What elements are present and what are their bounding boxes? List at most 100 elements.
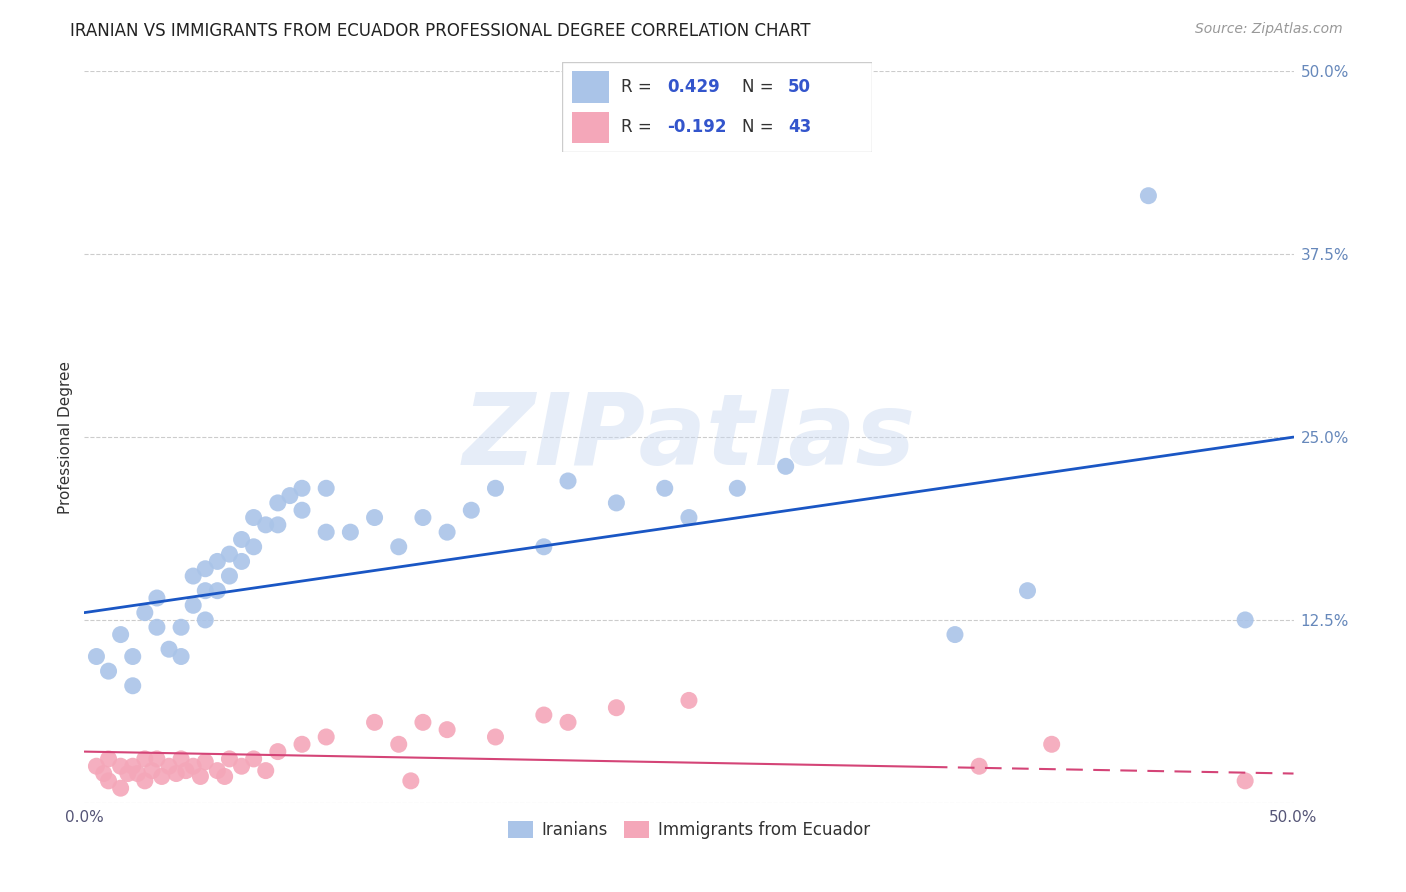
Point — [436, 525, 458, 540]
Point — [725, 481, 748, 495]
Point — [242, 510, 264, 524]
Point — [97, 752, 120, 766]
Point — [110, 627, 132, 641]
Point — [678, 510, 700, 524]
Bar — [572, 71, 609, 103]
Point — [231, 759, 253, 773]
Point — [267, 496, 290, 510]
Point — [121, 759, 143, 773]
Point — [181, 569, 204, 583]
Point — [775, 459, 797, 474]
Point — [141, 764, 163, 778]
Text: IRANIAN VS IMMIGRANTS FROM ECUADOR PROFESSIONAL DEGREE CORRELATION CHART: IRANIAN VS IMMIGRANTS FROM ECUADOR PROFE… — [70, 22, 811, 40]
Point — [436, 723, 458, 737]
Point — [170, 649, 193, 664]
Point — [1040, 737, 1063, 751]
Point — [533, 540, 555, 554]
Point — [194, 583, 217, 598]
Point — [165, 766, 187, 780]
Point — [943, 627, 966, 641]
Point — [110, 759, 132, 773]
Point — [231, 554, 253, 568]
Point — [967, 759, 990, 773]
Text: 43: 43 — [789, 118, 811, 136]
Point — [86, 649, 108, 664]
Text: Source: ZipAtlas.com: Source: ZipAtlas.com — [1195, 22, 1343, 37]
Point — [267, 745, 290, 759]
Point — [533, 708, 555, 723]
Point — [291, 503, 314, 517]
Point — [557, 715, 579, 730]
Point — [207, 583, 229, 598]
Point — [218, 547, 240, 561]
Point — [484, 481, 506, 495]
Point — [1137, 188, 1160, 202]
Point — [146, 591, 169, 605]
Text: -0.192: -0.192 — [668, 118, 727, 136]
Point — [267, 517, 290, 532]
Point — [190, 769, 212, 783]
Point — [460, 503, 482, 517]
Point — [127, 766, 149, 780]
Point — [231, 533, 253, 547]
Point — [399, 773, 422, 788]
Point — [121, 679, 143, 693]
Point — [654, 481, 676, 495]
Bar — [572, 112, 609, 143]
Point — [121, 649, 143, 664]
Point — [242, 752, 264, 766]
Point — [214, 769, 236, 783]
Point — [93, 766, 115, 780]
Point — [388, 737, 411, 751]
Point — [218, 752, 240, 766]
Point — [117, 766, 139, 780]
Point — [150, 769, 173, 783]
Point — [86, 759, 108, 773]
Point — [254, 517, 277, 532]
Point — [315, 481, 337, 495]
Point — [110, 781, 132, 796]
Legend: Iranians, Immigrants from Ecuador: Iranians, Immigrants from Ecuador — [502, 814, 876, 846]
Point — [484, 730, 506, 744]
Point — [194, 613, 217, 627]
Point — [146, 620, 169, 634]
Point — [678, 693, 700, 707]
Point — [1017, 583, 1039, 598]
Point — [278, 489, 301, 503]
Point — [207, 554, 229, 568]
Point — [181, 599, 204, 613]
Text: N =: N = — [742, 118, 779, 136]
Point — [315, 525, 337, 540]
Point — [254, 764, 277, 778]
Point — [412, 510, 434, 524]
Point — [605, 700, 627, 714]
Y-axis label: Professional Degree: Professional Degree — [58, 360, 73, 514]
Point — [412, 715, 434, 730]
Point — [97, 773, 120, 788]
Point — [170, 752, 193, 766]
Point — [134, 606, 156, 620]
Text: R =: R = — [621, 78, 657, 95]
Text: N =: N = — [742, 78, 779, 95]
Point — [194, 755, 217, 769]
Point — [363, 715, 385, 730]
Point — [97, 664, 120, 678]
Point — [146, 752, 169, 766]
Point — [194, 562, 217, 576]
Point — [218, 569, 240, 583]
Point — [170, 620, 193, 634]
Point — [1234, 613, 1257, 627]
Text: R =: R = — [621, 118, 657, 136]
Point — [1234, 773, 1257, 788]
Point — [605, 496, 627, 510]
Point — [339, 525, 361, 540]
Point — [291, 737, 314, 751]
Point — [134, 752, 156, 766]
Point — [157, 759, 180, 773]
Point — [291, 481, 314, 495]
Point — [174, 764, 197, 778]
Point — [181, 759, 204, 773]
Text: ZIPatlas: ZIPatlas — [463, 389, 915, 485]
Point — [157, 642, 180, 657]
Point — [388, 540, 411, 554]
